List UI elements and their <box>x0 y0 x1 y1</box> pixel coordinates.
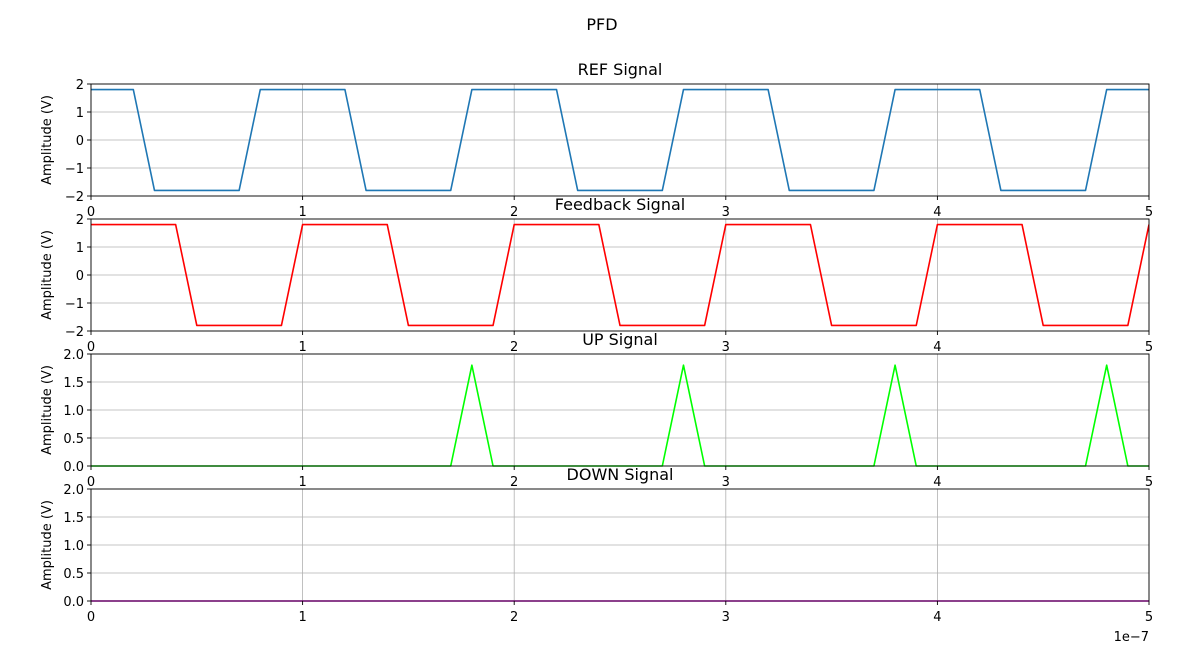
y-tick-label: 0 <box>76 269 84 284</box>
x-tick-label: 3 <box>722 205 730 220</box>
series-line <box>91 364 1149 467</box>
y-tick-label: 2 <box>76 78 84 93</box>
x-tick-label: 2 <box>510 475 518 490</box>
series-line <box>91 88 1149 192</box>
y-axis-label: Amplitude (V) <box>40 500 55 590</box>
x-tick-label: 0 <box>87 610 95 625</box>
y-tick-label: 0.5 <box>63 567 84 582</box>
y-tick-label: 2 <box>76 213 84 228</box>
y-axis-label: Amplitude (V) <box>40 230 55 320</box>
x-tick-label: 0 <box>87 340 95 355</box>
subplot-4: 0 1 2 3 4 5 0.0 0.5 1.0 1.5 2.0 DOWN Signal Amplitud… <box>40 465 1153 625</box>
y-tick-label: 0.5 <box>63 432 84 447</box>
x-tick-label: 1 <box>298 610 306 625</box>
x-tick-label: 4 <box>933 475 941 490</box>
x-tick-label: 4 <box>933 340 941 355</box>
y-tick-label: 1 <box>76 106 84 121</box>
x-tick-label: 4 <box>933 205 941 220</box>
y-axis-label: Amplitude (V) <box>40 365 55 455</box>
y-tick-label: −1 <box>65 297 84 312</box>
y-tick-label: 0.0 <box>63 460 84 475</box>
x-axis-offset-label: 1e−7 <box>1114 630 1149 645</box>
y-tick-label: 1.5 <box>63 511 84 526</box>
x-tick-label: 3 <box>722 475 730 490</box>
series-line <box>91 223 1149 327</box>
x-tick-label: 0 <box>87 205 95 220</box>
x-tick-label: 4 <box>933 610 941 625</box>
y-tick-label: 1.0 <box>63 404 84 419</box>
y-tick-label: 0 <box>76 134 84 149</box>
subplot-2: 0 1 2 3 4 5 −2 −1 0 1 2 Feedback Signal Amplitude (V… <box>40 195 1153 355</box>
x-tick-label: 2 <box>510 610 518 625</box>
subplot-3: 0 1 2 3 4 5 0.0 0.5 1.0 1.5 2.0 UP Signal Amplitude … <box>40 330 1153 490</box>
x-tick-label: 1 <box>298 475 306 490</box>
x-tick-label: 1 <box>298 205 306 220</box>
x-tick-label: 5 <box>1145 340 1153 355</box>
x-tick-label: 2 <box>510 340 518 355</box>
x-tick-label: 3 <box>722 340 730 355</box>
y-tick-label: −2 <box>65 190 84 205</box>
y-tick-label: −2 <box>65 325 84 340</box>
x-tick-label: 0 <box>87 475 95 490</box>
y-tick-label: 2.0 <box>63 483 84 498</box>
y-axis-label: Amplitude (V) <box>40 95 55 185</box>
x-tick-label: 1 <box>298 340 306 355</box>
figure-suptitle: PFD <box>586 15 617 34</box>
y-tick-label: 0.0 <box>63 595 84 610</box>
subplot-title: DOWN Signal <box>567 465 674 484</box>
x-tick-label: 5 <box>1145 475 1153 490</box>
x-tick-label: 5 <box>1145 205 1153 220</box>
subplot-title: UP Signal <box>582 330 658 349</box>
subplot-1: 0 1 2 3 4 5 −2 −1 0 1 2 REF Signal Amplitude (V) <box>40 60 1153 220</box>
y-tick-label: −1 <box>65 162 84 177</box>
x-tick-label: 3 <box>722 610 730 625</box>
subplot-title: Feedback Signal <box>555 195 685 214</box>
x-tick-label: 5 <box>1145 610 1153 625</box>
x-tick-label: 2 <box>510 205 518 220</box>
subplots-container: 0 1 2 3 4 5 −2 −1 0 1 2 REF Signal Amplitude (V) 0 1 2 3… <box>40 60 1153 625</box>
y-tick-label: 1.0 <box>63 539 84 554</box>
y-tick-label: 1.5 <box>63 376 84 391</box>
y-tick-label: 1 <box>76 241 84 256</box>
subplot-title: REF Signal <box>578 60 663 79</box>
y-tick-label: 2.0 <box>63 348 84 363</box>
